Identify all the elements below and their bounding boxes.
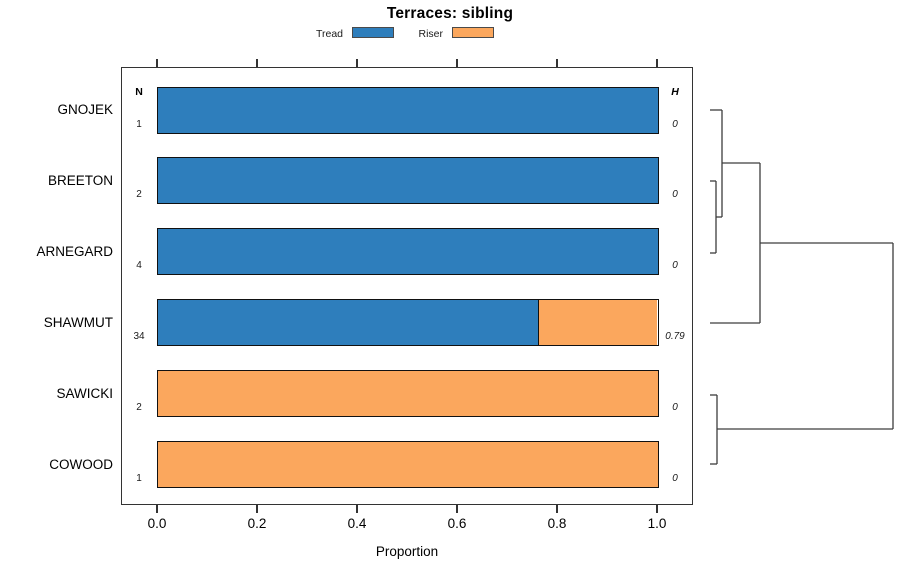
- bar-row: [157, 228, 659, 276]
- n-value: 1: [136, 118, 142, 130]
- h-value: 0: [672, 473, 678, 484]
- bar-row: [157, 86, 659, 134]
- bar-row: [157, 157, 659, 205]
- bar-segment-riser: [158, 442, 658, 487]
- legend-swatch-riser: [452, 27, 494, 38]
- category-label: COWOOD: [49, 456, 113, 472]
- x-tick-top: [256, 59, 258, 67]
- x-tick-top: [356, 59, 358, 67]
- category-label: SAWICKI: [56, 385, 113, 401]
- x-tick-top: [156, 59, 158, 67]
- x-tick-top: [556, 59, 558, 67]
- x-tick-top: [456, 59, 458, 67]
- x-tick-bottom: [556, 505, 558, 513]
- n-value: 2: [136, 189, 142, 201]
- x-tick-label: 0.6: [447, 516, 467, 531]
- category-label: BREETON: [47, 172, 113, 188]
- category-label: SHAWMUT: [43, 314, 113, 330]
- bar-segment-riser: [537, 300, 658, 346]
- h-column-header: H: [671, 86, 679, 98]
- x-tick-label: 1.0: [647, 516, 667, 531]
- n-value: 2: [136, 402, 142, 414]
- h-value: 0.79: [665, 331, 685, 343]
- x-axis-label: Proportion: [375, 544, 439, 559]
- bar-segment-tread: [158, 158, 658, 204]
- x-tick-label: 0.2: [247, 516, 267, 531]
- n-column-header: N: [135, 86, 143, 98]
- legend-label-tread: Tread: [315, 28, 343, 40]
- x-tick-bottom: [156, 505, 158, 513]
- bar-segment-tread: [158, 229, 658, 275]
- x-tick-top: [656, 59, 658, 67]
- h-value: 0: [672, 402, 678, 414]
- h-value: 0: [672, 189, 678, 201]
- x-tick-bottom: [256, 505, 258, 513]
- x-tick-label: 0.8: [547, 516, 567, 531]
- bar-row: [157, 441, 659, 488]
- h-value: 0: [672, 260, 678, 272]
- bar-segment-tread: [158, 300, 538, 346]
- chart-title: Terraces: sibling: [386, 5, 514, 22]
- plot-box: [121, 67, 693, 505]
- bar-segment-tread: [158, 87, 658, 133]
- legend-label-riser: Riser: [418, 28, 443, 40]
- legend-swatch-tread: [352, 27, 394, 38]
- category-label: ARNEGARD: [36, 243, 113, 259]
- bar-segment-riser: [158, 371, 658, 417]
- h-value: 0: [672, 118, 678, 130]
- x-tick-label: 0.4: [347, 516, 367, 531]
- n-value: 4: [136, 260, 142, 272]
- x-tick-bottom: [656, 505, 658, 513]
- bar-row: [157, 299, 659, 347]
- bar-row: [157, 370, 659, 418]
- x-tick-bottom: [356, 505, 358, 513]
- x-tick-bottom: [456, 505, 458, 513]
- category-label: GNOJEK: [57, 102, 113, 117]
- x-tick-label: 0.0: [147, 516, 167, 531]
- n-value: 34: [133, 331, 145, 343]
- n-value: 1: [136, 473, 142, 484]
